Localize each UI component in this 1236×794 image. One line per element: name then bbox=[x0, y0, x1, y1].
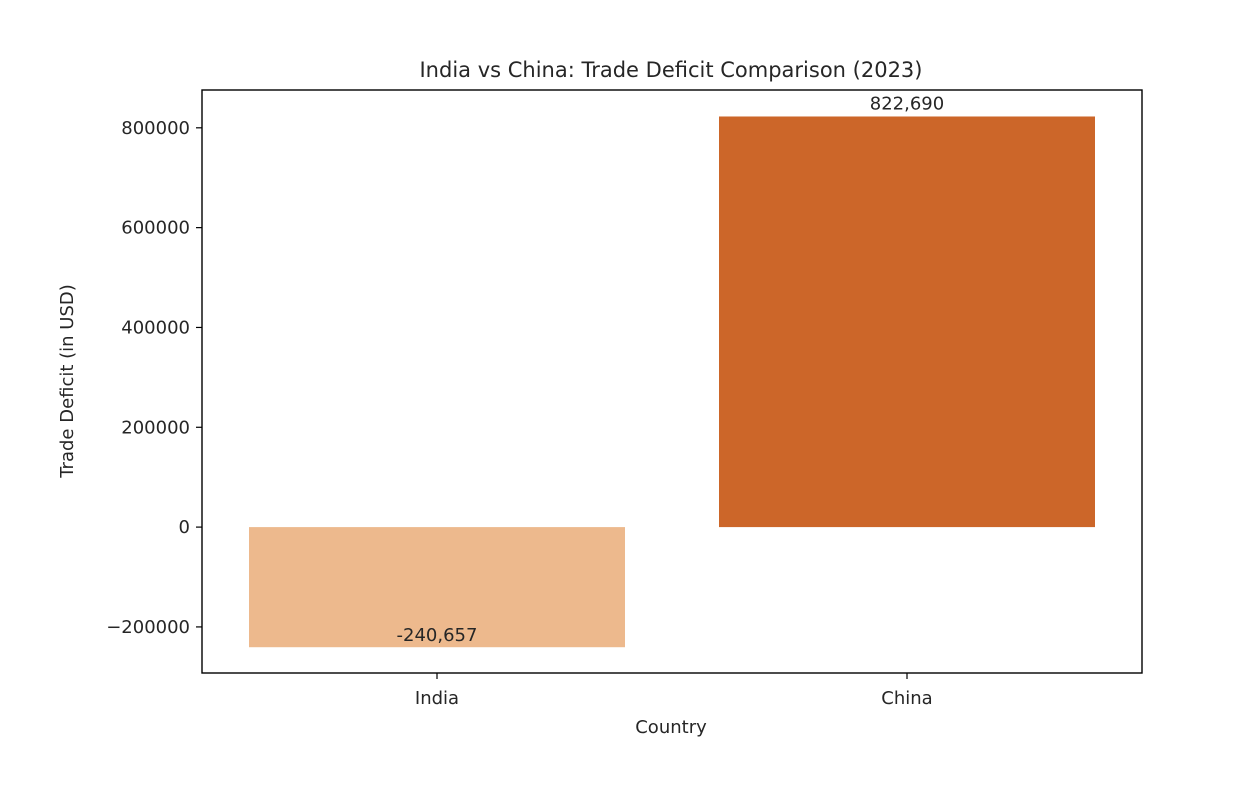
x-axis-label: Country bbox=[635, 717, 707, 738]
y-tick-label: 800000 bbox=[121, 118, 190, 139]
bar-india bbox=[249, 527, 625, 648]
plot-area: -240,657 India 822,690 China −200000 0 200000 4… bbox=[106, 89, 1143, 709]
y-tick-label: 200000 bbox=[121, 417, 190, 438]
y-tick-label: 600000 bbox=[121, 218, 190, 239]
y-axis-label: Trade Deficit (in USD) bbox=[57, 284, 78, 479]
data-label-china: 822,690 bbox=[870, 93, 944, 114]
y-tick-label: 400000 bbox=[121, 317, 190, 338]
axes-frame bbox=[201, 89, 1143, 674]
y-tick-label: 0 bbox=[179, 517, 190, 538]
bar-china bbox=[719, 116, 1095, 528]
data-label-india: -240,657 bbox=[397, 625, 478, 646]
x-tick-label-india: India bbox=[415, 688, 459, 709]
y-tick-label: −200000 bbox=[106, 617, 190, 638]
x-tick-label-china: China bbox=[881, 688, 932, 709]
chart-title: India vs China: Trade Deficit Comparison… bbox=[419, 58, 922, 82]
